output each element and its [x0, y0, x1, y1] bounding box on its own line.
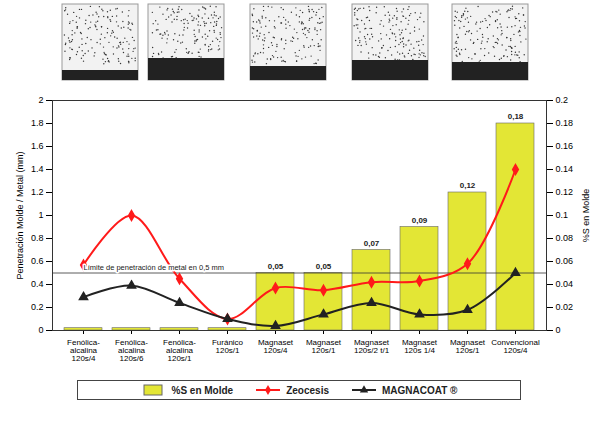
svg-text:%S en Molde: %S en Molde: [581, 189, 591, 243]
svg-text:0.16: 0.16: [556, 141, 574, 151]
html-text:MAGNACOAT ®: MAGNACOAT ®: [382, 384, 458, 396]
svg-text:Magnaset120s 1/4: Magnaset120s 1/4: [402, 338, 438, 355]
svg-text:0.12: 0.12: [556, 187, 574, 197]
svg-text:0.4: 0.4: [31, 279, 44, 289]
html-text:%S en Molde: %S en Molde: [171, 384, 234, 396]
svg-text:Penetración Molde / Metal (mm): Penetración Molde / Metal (mm): [15, 151, 25, 279]
svg-text:1: 1: [38, 210, 43, 220]
svg-text:0,05: 0,05: [316, 262, 332, 271]
svg-text:0: 0: [38, 325, 43, 335]
svg-text:Fenólica-alcalina120s/1: Fenólica-alcalina120s/1: [163, 338, 196, 363]
svg-text:0,12: 0,12: [460, 181, 476, 190]
svg-text:0.8: 0.8: [31, 233, 44, 243]
svg-text:1.2: 1.2: [31, 187, 44, 197]
svg-text:Convencional120s/4: Convencional120s/4: [491, 338, 540, 355]
svg-text:1.4: 1.4: [31, 164, 44, 174]
svg-text:Magnaset120s/1: Magnaset120s/1: [306, 338, 342, 355]
svg-text:0.1: 0.1: [556, 210, 569, 220]
svg-text:0,05: 0,05: [268, 262, 284, 271]
svg-text:0.2: 0.2: [31, 302, 44, 312]
svg-text:0.6: 0.6: [31, 256, 44, 266]
svg-text:0.02: 0.02: [556, 302, 574, 312]
svg-text:1.8: 1.8: [31, 118, 44, 128]
svg-text:Fenólica-alcalina120s/6: Fenólica-alcalina120s/6: [115, 338, 148, 363]
svg-text:2: 2: [38, 95, 43, 105]
svg-text:Magnaset120s/1: Magnaset120s/1: [450, 338, 486, 355]
svg-text:Furánico120s/1: Furánico120s/1: [212, 338, 244, 355]
svg-text:0.2: 0.2: [556, 95, 569, 105]
html-text:Zeocesis: Zeocesis: [286, 384, 329, 396]
svg-text:1.6: 1.6: [31, 141, 44, 151]
svg-text:0,07: 0,07: [364, 239, 380, 248]
svg-text:0,18: 0,18: [508, 112, 524, 121]
svg-text:0.18: 0.18: [556, 118, 574, 128]
svg-text:0.04: 0.04: [556, 279, 574, 289]
svg-text:0.14: 0.14: [556, 164, 574, 174]
svg-text:0.06: 0.06: [556, 256, 574, 266]
svg-text:0: 0: [556, 325, 561, 335]
svg-text:Fenólica-alcalina120s/4: Fenólica-alcalina120s/4: [67, 338, 100, 363]
svg-text:Magnaset120s/2 t/1: Magnaset120s/2 t/1: [354, 338, 390, 355]
svg-text:Límite de penetración de metal: Límite de penetración de metal en 0,5 mm: [84, 263, 225, 272]
svg-text:0,09: 0,09: [412, 216, 428, 225]
svg-text:0.08: 0.08: [556, 233, 574, 243]
svg-text:Magnaset120s/4: Magnaset120s/4: [258, 338, 294, 355]
